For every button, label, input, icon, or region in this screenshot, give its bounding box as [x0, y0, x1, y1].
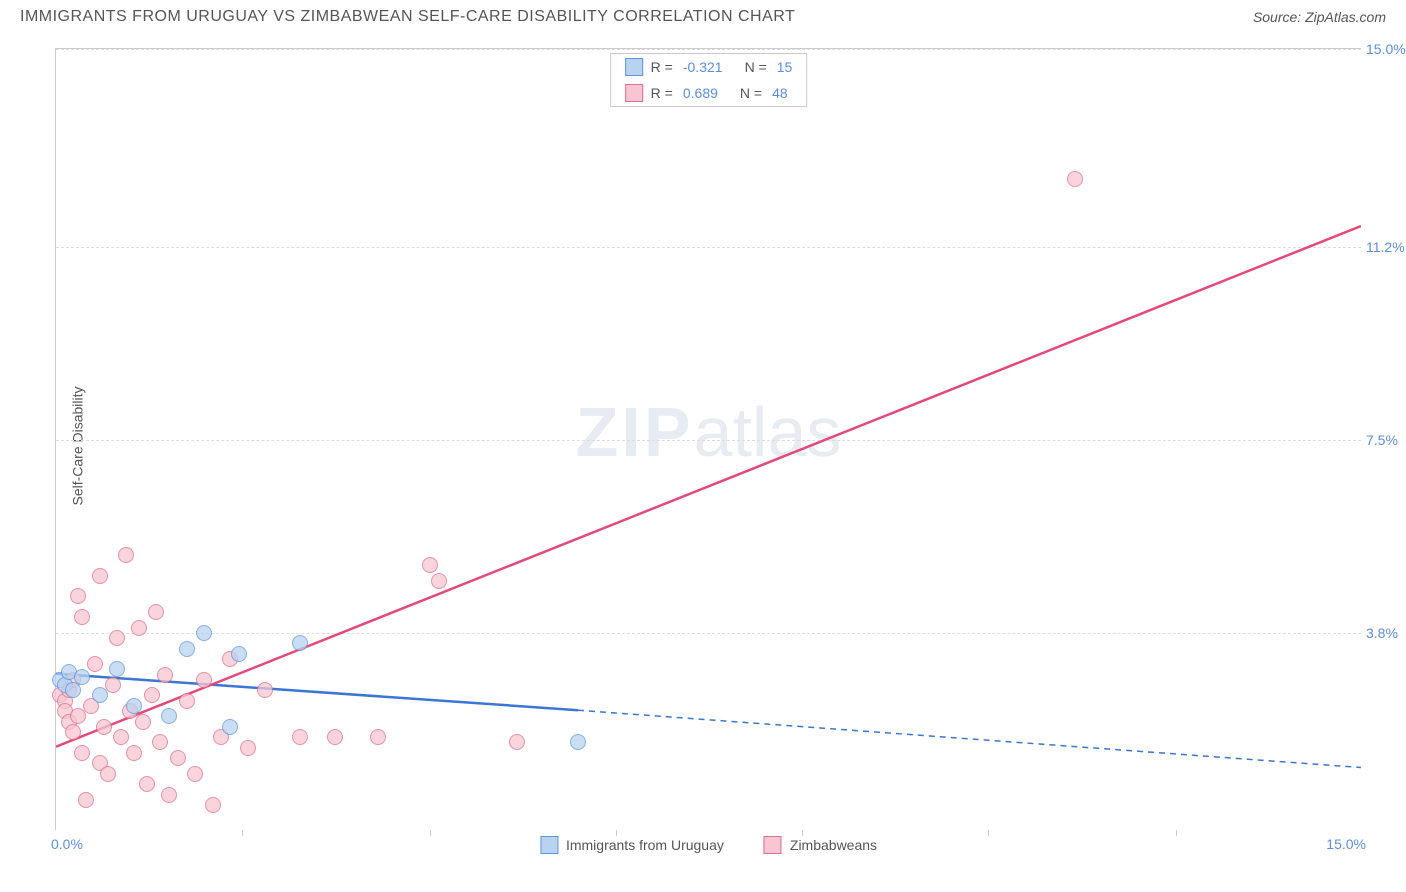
y-tick-label: 3.8%	[1366, 625, 1406, 641]
scatter-chart: ZIPatlas 3.8%7.5%11.2%15.0% R =-0.321N =…	[55, 48, 1361, 830]
source-attribution: Source: ZipAtlas.com	[1253, 9, 1386, 25]
point-zimbabwe	[187, 766, 203, 782]
n-value: 48	[772, 85, 788, 101]
point-uruguay	[231, 646, 247, 662]
point-zimbabwe	[152, 734, 168, 750]
swatch-zimbabwe	[625, 84, 643, 102]
point-zimbabwe	[257, 682, 273, 698]
point-uruguay	[179, 641, 195, 657]
point-zimbabwe	[78, 792, 94, 808]
point-uruguay	[222, 719, 238, 735]
r-value: -0.321	[683, 59, 723, 75]
gridline	[56, 49, 1361, 50]
point-zimbabwe	[292, 729, 308, 745]
r-label: R =	[651, 85, 673, 101]
y-tick-label: 7.5%	[1366, 432, 1406, 448]
y-tick-label: 11.2%	[1366, 239, 1406, 255]
point-zimbabwe	[148, 604, 164, 620]
n-label: N =	[740, 85, 762, 101]
n-value: 15	[777, 59, 793, 75]
point-zimbabwe	[196, 672, 212, 688]
point-uruguay	[126, 698, 142, 714]
stats-row-uruguay: R = -0.321 N = 15	[611, 54, 807, 80]
point-zimbabwe	[509, 734, 525, 750]
point-zimbabwe	[100, 766, 116, 782]
swatch-zimbabwe	[764, 836, 782, 854]
x-axis-min-label: 0.0%	[51, 836, 83, 852]
watermark: ZIPatlas	[576, 392, 842, 472]
gridline	[56, 440, 1361, 441]
point-zimbabwe	[240, 740, 256, 756]
point-zimbabwe	[144, 687, 160, 703]
point-zimbabwe	[1067, 171, 1083, 187]
point-zimbabwe	[170, 750, 186, 766]
swatch-uruguay	[625, 58, 643, 76]
series-legend: Immigrants from Uruguay Zimbabweans	[540, 836, 877, 854]
gridline	[56, 247, 1361, 248]
point-zimbabwe	[118, 547, 134, 563]
point-zimbabwe	[370, 729, 386, 745]
point-zimbabwe	[422, 557, 438, 573]
point-zimbabwe	[431, 573, 447, 589]
legend-item-zimbabwe: Zimbabweans	[764, 836, 877, 854]
x-tick	[430, 830, 431, 836]
point-zimbabwe	[105, 677, 121, 693]
swatch-uruguay	[540, 836, 558, 854]
n-label: N =	[745, 59, 767, 75]
point-uruguay	[292, 635, 308, 651]
x-tick	[242, 830, 243, 836]
legend-label: Immigrants from Uruguay	[566, 837, 724, 853]
legend-label: Zimbabweans	[790, 837, 877, 853]
point-zimbabwe	[157, 667, 173, 683]
legend-item-uruguay: Immigrants from Uruguay	[540, 836, 724, 854]
point-zimbabwe	[74, 609, 90, 625]
point-zimbabwe	[205, 797, 221, 813]
point-zimbabwe	[161, 787, 177, 803]
r-value: 0.689	[683, 85, 718, 101]
point-zimbabwe	[96, 719, 112, 735]
point-zimbabwe	[87, 656, 103, 672]
r-label: R =	[651, 59, 673, 75]
x-tick	[1176, 830, 1177, 836]
point-zimbabwe	[126, 745, 142, 761]
point-zimbabwe	[113, 729, 129, 745]
point-uruguay	[161, 708, 177, 724]
point-zimbabwe	[179, 693, 195, 709]
x-tick	[988, 830, 989, 836]
point-zimbabwe	[135, 714, 151, 730]
trend-line-dashed-uruguay	[578, 710, 1361, 767]
point-zimbabwe	[74, 745, 90, 761]
y-tick-label: 15.0%	[1366, 41, 1406, 57]
point-zimbabwe	[139, 776, 155, 792]
chart-title: IMMIGRANTS FROM URUGUAY VS ZIMBABWEAN SE…	[20, 8, 795, 26]
point-zimbabwe	[70, 588, 86, 604]
statistics-legend: R = -0.321 N = 15 R = 0.689 N = 48	[610, 53, 808, 107]
x-axis-max-label: 15.0%	[1326, 836, 1366, 852]
point-uruguay	[92, 687, 108, 703]
point-uruguay	[109, 661, 125, 677]
point-uruguay	[74, 669, 90, 685]
point-zimbabwe	[131, 620, 147, 636]
point-uruguay	[570, 734, 586, 750]
stats-row-zimbabwe: R = 0.689 N = 48	[611, 80, 807, 106]
gridline	[56, 633, 1361, 634]
point-zimbabwe	[70, 708, 86, 724]
point-zimbabwe	[327, 729, 343, 745]
point-uruguay	[196, 625, 212, 641]
point-zimbabwe	[109, 630, 125, 646]
point-zimbabwe	[92, 568, 108, 584]
point-zimbabwe	[65, 724, 81, 740]
trend-line-zimbabwe	[56, 226, 1361, 747]
